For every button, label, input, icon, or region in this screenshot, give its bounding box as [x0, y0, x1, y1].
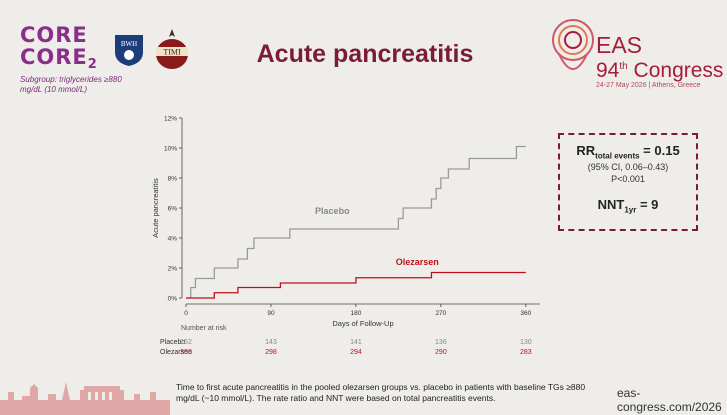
y-tick-label: 12%	[164, 116, 177, 123]
p-value: P<0.001	[611, 173, 645, 184]
number-at-risk-value: 303	[180, 349, 192, 356]
number-at-risk-value: 283	[519, 349, 532, 356]
number-at-risk-value: 290	[435, 349, 447, 356]
number-at-risk-value: 294	[350, 349, 362, 356]
congress-date: 24-27 May 2026 | Athens, Greece	[596, 82, 701, 89]
subgroup-note: Subgroup: triglycerides ≥880 mg/dL (10 m…	[20, 75, 122, 94]
y-tick-label: 0%	[168, 296, 178, 303]
number-at-risk-label: Olezarsen	[160, 349, 192, 356]
timi-logo: TIMI	[156, 29, 188, 69]
page-title: Acute pancreatitis	[256, 40, 474, 68]
x-tick-label: 180	[350, 310, 361, 317]
rate-ratio: RRtotal events = 0.15	[576, 143, 680, 161]
timi-logo-text: TIMI	[163, 48, 181, 57]
y-tick-label: 10%	[164, 146, 177, 153]
congress-name: EAS	[596, 32, 643, 58]
y-tick-label: 4%	[168, 236, 178, 243]
x-axis-label: Days of Follow-Up	[332, 319, 393, 328]
series-label-placebo: Placebo	[315, 206, 350, 216]
y-tick-label: 2%	[168, 266, 178, 273]
number-at-risk-value: 152	[180, 339, 192, 346]
km-chart: 0% 2% 4% 6% 8% 10% 12% 0 90 180 270 360 Days of Foll…	[151, 116, 540, 328]
congress-edition: 94th Congress	[596, 59, 724, 82]
number-at-risk-value: 298	[265, 349, 277, 356]
series-line-olezarsen	[186, 271, 526, 299]
number-at-risk-value: 136	[435, 339, 447, 346]
core-logo: CORE CORE2	[20, 24, 98, 76]
number-at-risk-label: Placebo	[160, 339, 186, 346]
y-axis-label: Acute pancreatitis	[151, 178, 160, 238]
series-line-placebo	[186, 145, 526, 299]
y-tick-label: 6%	[168, 206, 178, 213]
bwh-logo: BWH	[115, 35, 143, 66]
rate-ratio-ci: (95% CI, 0.06–0.43)	[587, 161, 669, 172]
number-at-risk-value: 143	[265, 339, 277, 346]
stats-box: RRtotal events = 0.15 (95% CI, 0.06–0.43…	[558, 133, 698, 231]
core-logo-line2: CORE	[20, 45, 88, 69]
number-at-risk-title: Number at risk	[181, 325, 227, 332]
number-at-risk-value: 130	[519, 339, 532, 346]
core-logo-line1: CORE	[20, 23, 88, 47]
x-tick-label: 360	[520, 310, 531, 317]
figure-caption: Time to first acute pancreatitis in the …	[176, 382, 586, 403]
series-label-olezarsen: Olezarsen	[396, 257, 439, 267]
athens-skyline-icon	[0, 382, 170, 415]
x-tick-label: 90	[267, 310, 275, 317]
eas-emblem-icon	[552, 19, 594, 70]
congress-url[interactable]: eas-congress.com/2026	[617, 386, 722, 414]
number-at-risk-value: 141	[350, 339, 362, 346]
nnt: NNT1yr = 9	[597, 196, 659, 215]
core-logo-sub: 2	[87, 57, 98, 72]
x-tick-label: 0	[184, 310, 188, 317]
x-tick-label: 270	[435, 310, 446, 317]
y-tick-label: 8%	[168, 176, 178, 183]
bwh-logo-text: BWH	[121, 40, 137, 48]
